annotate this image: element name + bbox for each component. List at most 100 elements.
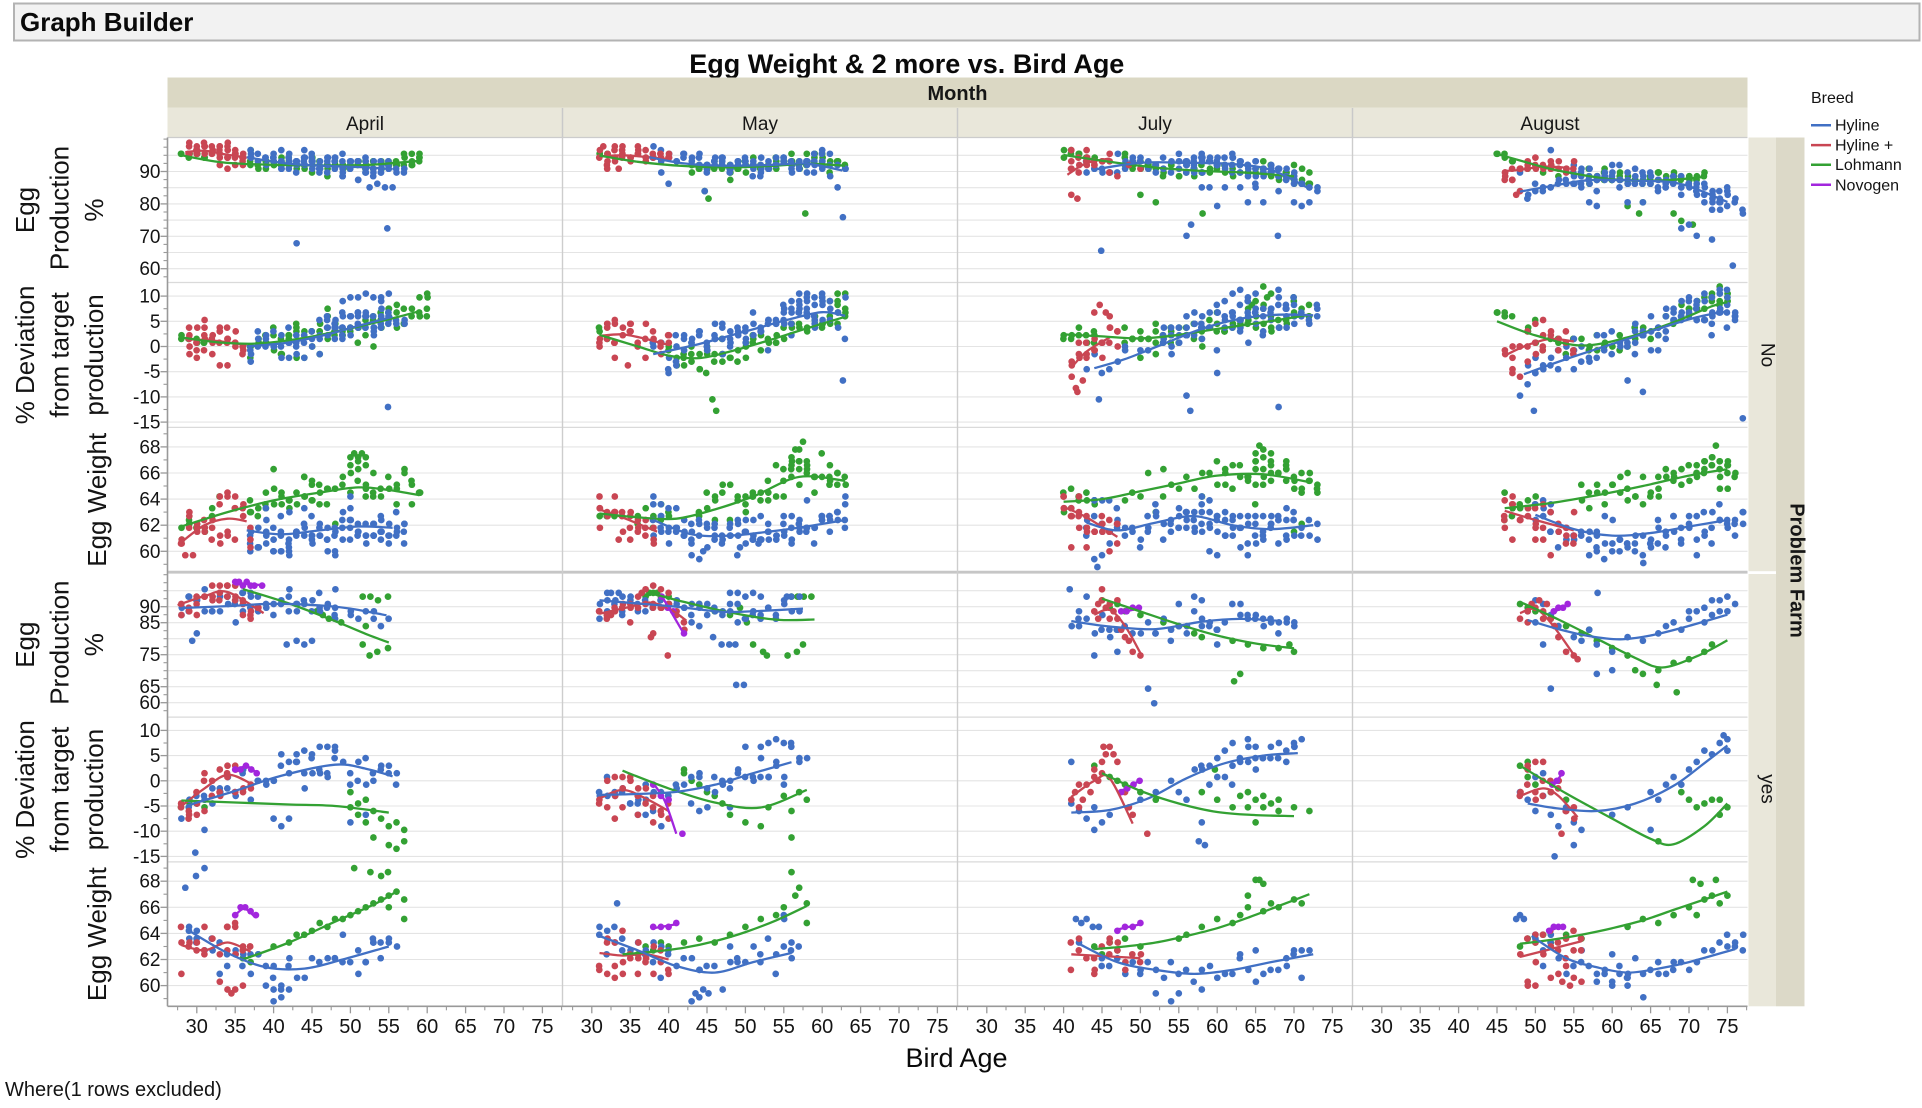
svg-text:No: No: [1757, 343, 1778, 367]
svg-text:50: 50: [1524, 1016, 1546, 1038]
svg-text:60: 60: [811, 1016, 833, 1038]
svg-text:65: 65: [454, 1016, 476, 1038]
svg-text:Bird Age: Bird Age: [905, 1043, 1007, 1073]
svg-text:Breed: Breed: [1811, 90, 1854, 107]
svg-text:-5: -5: [144, 797, 161, 818]
svg-text:-15: -15: [133, 413, 160, 434]
svg-text:60: 60: [1206, 1016, 1228, 1038]
svg-text:60: 60: [416, 1016, 438, 1038]
svg-text:85: 85: [139, 613, 160, 634]
svg-text:60: 60: [139, 542, 160, 563]
svg-text:5: 5: [150, 746, 161, 767]
svg-text:production: production: [79, 294, 109, 415]
svg-text:60: 60: [139, 693, 160, 714]
svg-text:Egg Weight: Egg Weight: [82, 866, 112, 1001]
svg-text:0: 0: [150, 337, 161, 358]
svg-text:45: 45: [301, 1016, 323, 1038]
svg-text:68: 68: [139, 872, 160, 893]
svg-text:75: 75: [139, 645, 160, 666]
svg-text:70: 70: [493, 1016, 515, 1038]
svg-text:yes: yes: [1757, 774, 1778, 804]
svg-text:30: 30: [1371, 1016, 1393, 1038]
svg-text:Hyline +: Hyline +: [1835, 138, 1893, 155]
svg-text:90: 90: [139, 162, 160, 183]
svg-text:-5: -5: [144, 362, 161, 383]
svg-text:40: 40: [1052, 1016, 1074, 1038]
svg-text:65: 65: [1244, 1016, 1266, 1038]
svg-text:0: 0: [150, 771, 161, 792]
svg-text:70: 70: [1678, 1016, 1700, 1038]
svg-text:-10: -10: [133, 822, 160, 843]
svg-text:75: 75: [926, 1016, 948, 1038]
svg-text:% Deviation: % Deviation: [10, 720, 40, 859]
svg-text:60: 60: [139, 259, 160, 280]
svg-text:65: 65: [1639, 1016, 1661, 1038]
svg-text:66: 66: [139, 898, 160, 919]
svg-text:30: 30: [976, 1016, 998, 1038]
svg-text:Production: Production: [45, 146, 75, 270]
svg-text:66: 66: [139, 464, 160, 485]
svg-text:70: 70: [1283, 1016, 1305, 1038]
svg-text:50: 50: [1129, 1016, 1151, 1038]
svg-text:10: 10: [139, 287, 160, 308]
svg-text:Egg Weight: Egg Weight: [82, 432, 112, 567]
svg-text:64: 64: [139, 490, 161, 511]
svg-text:80: 80: [139, 194, 160, 215]
svg-text:Hyline: Hyline: [1835, 118, 1880, 135]
svg-text:May: May: [742, 114, 778, 135]
svg-text:Production: Production: [45, 580, 75, 704]
svg-text:Lohmann: Lohmann: [1835, 157, 1902, 174]
svg-text:45: 45: [696, 1016, 718, 1038]
svg-text:Egg: Egg: [10, 187, 40, 233]
svg-text:60: 60: [1601, 1016, 1623, 1038]
svg-text:75: 75: [1321, 1016, 1343, 1038]
svg-text:45: 45: [1091, 1016, 1113, 1038]
svg-text:40: 40: [1447, 1016, 1469, 1038]
svg-text:45: 45: [1486, 1016, 1508, 1038]
svg-text:%: %: [79, 198, 109, 221]
svg-text:60: 60: [139, 976, 160, 997]
svg-text:50: 50: [734, 1016, 756, 1038]
svg-text:35: 35: [224, 1016, 246, 1038]
svg-text:Egg: Egg: [10, 622, 40, 668]
svg-text:from target: from target: [44, 291, 74, 417]
svg-text:production: production: [79, 729, 109, 850]
svg-text:55: 55: [378, 1016, 400, 1038]
svg-text:Problem Farm: Problem Farm: [1786, 503, 1808, 637]
svg-text:55: 55: [1168, 1016, 1190, 1038]
svg-text:from target: from target: [45, 726, 75, 852]
svg-text:30: 30: [186, 1016, 208, 1038]
svg-text:Egg Weight & 2 more vs. Bird A: Egg Weight & 2 more vs. Bird Age: [689, 49, 1124, 79]
svg-text:68: 68: [139, 437, 160, 458]
svg-text:62: 62: [139, 950, 160, 971]
svg-text:64: 64: [139, 924, 161, 945]
svg-text:10: 10: [139, 721, 160, 742]
svg-text:70: 70: [888, 1016, 910, 1038]
svg-text:30: 30: [581, 1016, 603, 1038]
svg-text:40: 40: [657, 1016, 679, 1038]
svg-text:40: 40: [262, 1016, 284, 1038]
svg-text:35: 35: [619, 1016, 641, 1038]
svg-text:55: 55: [773, 1016, 795, 1038]
svg-text:75: 75: [531, 1016, 553, 1038]
svg-text:35: 35: [1409, 1016, 1431, 1038]
svg-text:-10: -10: [133, 387, 160, 408]
svg-text:65: 65: [849, 1016, 871, 1038]
svg-text:Month: Month: [928, 83, 988, 105]
svg-text:April: April: [346, 114, 384, 135]
svg-text:75: 75: [1716, 1016, 1738, 1038]
svg-text:5: 5: [150, 312, 161, 333]
svg-text:50: 50: [339, 1016, 361, 1038]
svg-text:65: 65: [139, 677, 160, 698]
svg-text:35: 35: [1014, 1016, 1036, 1038]
svg-text:%: %: [79, 633, 109, 656]
svg-text:Graph Builder: Graph Builder: [20, 7, 193, 37]
svg-text:62: 62: [139, 516, 160, 537]
svg-text:55: 55: [1563, 1016, 1585, 1038]
svg-text:July: July: [1138, 114, 1172, 135]
svg-text:Novogen: Novogen: [1835, 177, 1899, 194]
svg-text:70: 70: [139, 227, 160, 248]
svg-text:90: 90: [139, 597, 160, 618]
svg-text:-15: -15: [133, 847, 160, 868]
svg-text:August: August: [1520, 114, 1580, 135]
